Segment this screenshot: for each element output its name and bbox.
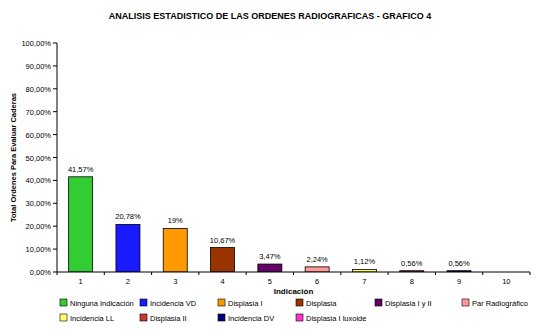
bar	[258, 264, 282, 272]
data-label: 1,12%	[354, 257, 376, 266]
data-label: 20,78%	[115, 212, 141, 221]
data-label: 0,56%	[448, 259, 470, 268]
y-tick	[53, 203, 57, 204]
x-tick-label: 7	[362, 277, 366, 286]
y-tick-label: 0,00%	[30, 268, 52, 277]
legend-label: Incidencia DV	[228, 314, 274, 323]
y-tick-label: 50,00%	[26, 154, 52, 163]
x-tick	[57, 272, 58, 275]
x-tick-label: 5	[268, 277, 272, 286]
y-tick	[53, 180, 57, 181]
legend-label: Ninguna Indicación	[70, 299, 134, 308]
y-tick	[53, 157, 57, 158]
x-tick	[246, 272, 247, 275]
legend-swatch	[218, 299, 225, 306]
x-tick-label: 1	[79, 277, 83, 286]
y-tick-label: 90,00%	[26, 62, 52, 71]
x-tick-label: 4	[220, 277, 224, 286]
data-label: 10,67%	[210, 236, 236, 245]
data-label: 0,56%	[401, 259, 423, 268]
bars	[69, 177, 471, 272]
x-axis-label: Indicación	[274, 287, 314, 296]
x-tick-label: 2	[126, 277, 130, 286]
y-tick	[53, 43, 57, 44]
y-tick-label: 10,00%	[26, 245, 52, 254]
x-tick-label: 3	[173, 277, 177, 286]
bar	[211, 248, 235, 272]
x-tick-label: 9	[457, 277, 461, 286]
data-label: 41,57%	[68, 165, 94, 174]
x-tick	[435, 272, 436, 275]
legend-label: Displasia	[306, 299, 337, 308]
y-tick	[53, 65, 57, 66]
bar	[69, 177, 93, 272]
legend-label: Incidencia LL	[70, 314, 114, 323]
data-label: 19%	[168, 216, 183, 225]
x-tick-label: 6	[315, 277, 319, 286]
x-tick	[151, 272, 152, 275]
y-tick	[53, 134, 57, 135]
legend-swatch	[296, 299, 303, 306]
legend-label: Displasia II	[150, 314, 187, 323]
legend-swatch	[140, 299, 147, 306]
x-tick	[198, 272, 199, 275]
y-tick-label: 40,00%	[26, 176, 52, 185]
data-label: 3,47%	[259, 252, 281, 261]
y-axis-label: Total Ordenes Para Evaluar Caderas	[9, 93, 18, 222]
bar	[116, 224, 140, 272]
bar	[305, 267, 329, 272]
y-tick-label: 70,00%	[26, 108, 52, 117]
legend-swatch	[60, 299, 67, 306]
y-tick-label: 80,00%	[26, 85, 52, 94]
y-tick	[53, 88, 57, 89]
legend-label: Par Radiográfico	[472, 299, 528, 308]
x-tick	[530, 272, 531, 275]
y-tick	[53, 111, 57, 112]
x-tick	[388, 272, 389, 275]
legend-label: Displasia I	[228, 299, 263, 308]
x-tick	[340, 272, 341, 275]
x-tick-label: 8	[410, 277, 414, 286]
legend-swatch	[218, 314, 225, 321]
y-tick-label: 30,00%	[26, 199, 52, 208]
data-label: 2,24%	[307, 255, 329, 264]
chart: ANALISIS ESTADISTICO DE LAS ORDENES RADI…	[0, 0, 540, 336]
y-tick-label: 100,00%	[21, 39, 51, 48]
legend-label: Displasia I y II	[385, 299, 432, 308]
y-tick-label: 20,00%	[26, 222, 52, 231]
x-tick	[104, 272, 105, 275]
legend-swatch	[296, 314, 303, 321]
bar	[163, 228, 187, 272]
x-tick	[482, 272, 483, 275]
legend-swatch	[462, 299, 469, 306]
legend-swatch	[375, 299, 382, 306]
y-tick	[53, 249, 57, 250]
legend-label: Incidencia VD	[150, 299, 197, 308]
x-tick-label: 10	[502, 277, 510, 286]
legend-swatch	[140, 314, 147, 321]
y-tick	[53, 226, 57, 227]
legend-label: Displasia I luxoide	[306, 314, 366, 323]
y-axis	[57, 43, 58, 272]
y-tick-label: 60,00%	[26, 131, 52, 140]
title: ANALISIS ESTADISTICO DE LAS ORDENES RADI…	[109, 11, 431, 21]
legend-swatch	[60, 314, 67, 321]
y-tick	[53, 272, 57, 273]
x-tick	[293, 272, 294, 275]
